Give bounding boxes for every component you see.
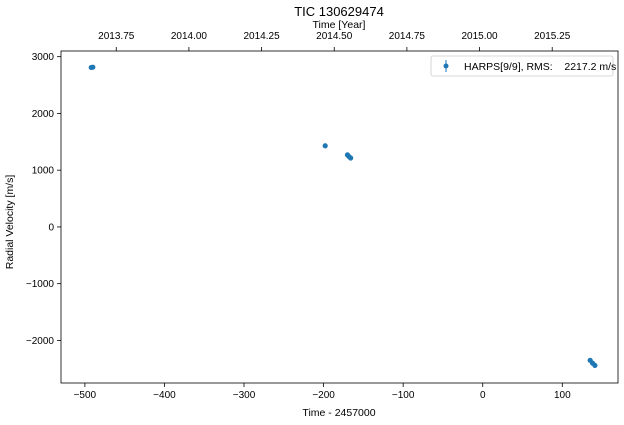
data-point — [592, 362, 598, 369]
y-axis-label: Radial Velocity [m/s] — [4, 175, 16, 270]
x-tick-label: −300 — [233, 390, 256, 401]
x-tick-label: −200 — [312, 390, 335, 401]
top-axis-label: Time [Year] — [313, 19, 366, 31]
y-tick-label: 2000 — [32, 109, 55, 120]
x-tick-label: −100 — [392, 390, 415, 401]
x-tick-label: 100 — [554, 390, 571, 401]
top-tick-label: 2015.25 — [534, 31, 571, 42]
data-points — [88, 64, 598, 369]
y-tick-label: 1000 — [32, 166, 55, 177]
legend: HARPS[9/9], RMS: 2217.2 m/s — [430, 55, 616, 77]
data-point — [322, 143, 328, 149]
x-tick-label: −500 — [74, 390, 97, 401]
data-point — [90, 64, 96, 70]
legend-box — [430, 55, 614, 77]
x-axis-label: Time - 2457000 — [302, 407, 375, 419]
data-point — [348, 155, 354, 161]
y-tick-label: −1000 — [26, 279, 55, 290]
top-tick-label: 2014.50 — [316, 31, 353, 42]
x-tick-label: −400 — [153, 390, 176, 401]
y-tick-label: 0 — [48, 222, 54, 233]
top-tick-label: 2013.75 — [98, 31, 135, 42]
axis-ticks: −500 −400 −300 −200 −100 0 100−2000−1000010002… — [26, 31, 571, 401]
top-tick-label: 2014.00 — [171, 31, 208, 42]
y-tick-label: 3000 — [32, 52, 55, 63]
plot-frame — [60, 50, 619, 384]
y-tick-label: −2000 — [26, 336, 55, 347]
top-tick-label: 2014.25 — [243, 31, 280, 42]
legend-marker-icon — [443, 60, 449, 72]
top-tick-label: 2014.75 — [389, 31, 426, 42]
x-tick-label: 0 — [480, 390, 486, 401]
legend-label: HARPS[9/9], RMS: 2217.2 m/s — [464, 61, 616, 73]
chart-title: TIC 130629474 — [294, 4, 384, 19]
top-tick-label: 2015.00 — [461, 31, 498, 42]
